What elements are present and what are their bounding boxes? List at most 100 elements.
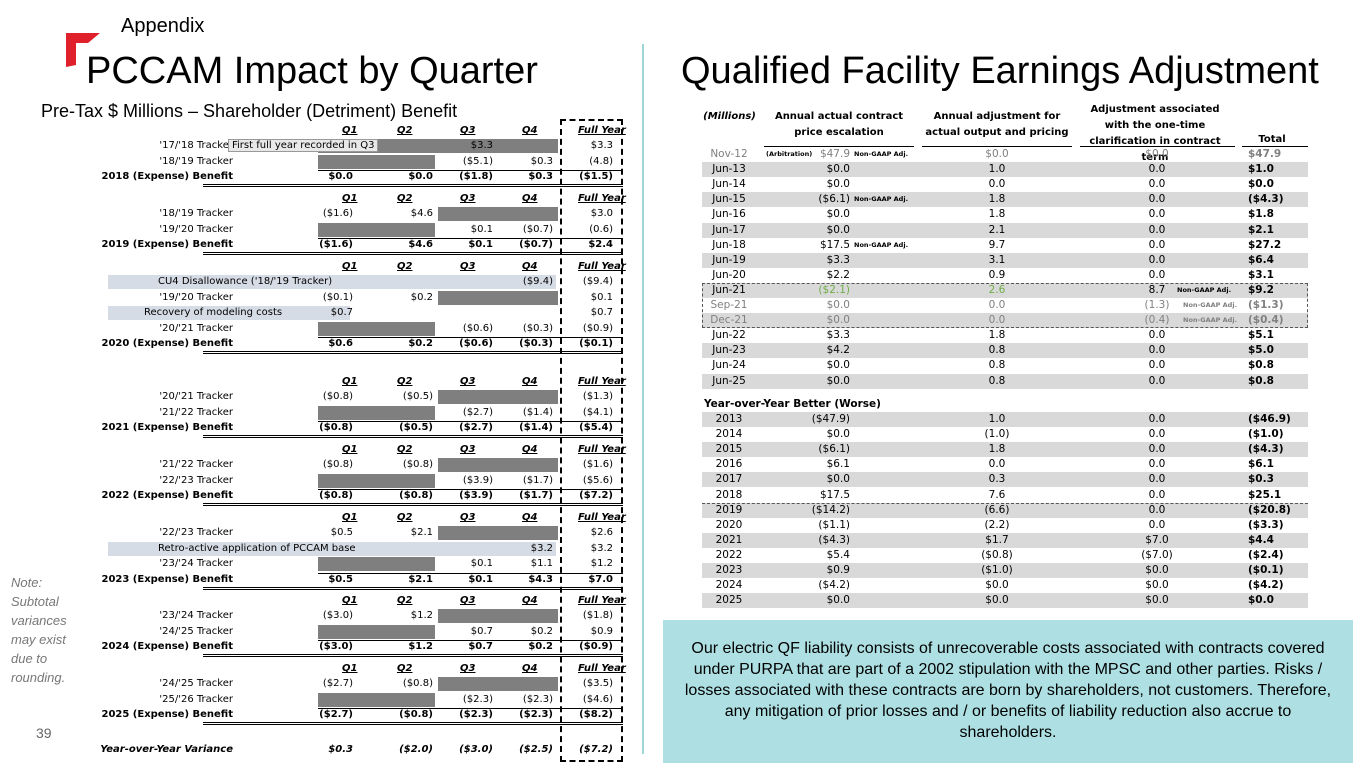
clarification-cell: 0.0 — [1148, 413, 1166, 425]
cell-value: (4.8) — [589, 155, 613, 167]
empty-quarter-fill — [438, 207, 558, 222]
cell-value: $2.1 — [408, 573, 433, 585]
cell-value: ($0.8) — [399, 709, 433, 721]
period-cell: Nov-12 — [710, 148, 748, 160]
page-number: 39 — [36, 725, 52, 741]
quarter-header: Q1 — [342, 261, 358, 272]
subtotal-line — [318, 170, 623, 172]
output-adjustment-cell: 0.0 — [988, 314, 1006, 327]
total-line — [203, 722, 623, 726]
total-line — [203, 184, 623, 188]
cell-value: $7.0 — [588, 573, 613, 585]
table-row: Jun-18 $17.5 Non-GAAP Adj. 9.7 0.0 $27.2 — [702, 238, 1308, 253]
cell-value: ($0.8) — [322, 391, 353, 403]
quarter-header: Q3 — [460, 663, 476, 674]
empty-quarter-fill — [438, 458, 558, 473]
total-line — [203, 503, 623, 507]
quarter-header: Q3 — [460, 376, 476, 387]
period-cell: Jun-18 — [712, 238, 746, 251]
period-cell: Dec-21 — [710, 314, 748, 327]
cell-value: $0.0 — [408, 171, 433, 183]
total-cell: ($2.4) — [1248, 548, 1284, 561]
clarification-cell: 0.0 — [1148, 208, 1166, 221]
quarter-header: Q2 — [397, 193, 413, 204]
cell-value: ($2.7) — [319, 709, 353, 721]
non-gaap-tag: Non-GAAP Adj. — [1183, 316, 1238, 325]
cell-value: ($3.0) — [319, 641, 353, 653]
quarter-header: Q2 — [397, 444, 413, 455]
cell-value: $0.5 — [330, 527, 353, 539]
cell-value: $3.2 — [530, 542, 553, 554]
escalation-cell: $0.0 — [826, 163, 850, 176]
total-line — [203, 252, 623, 256]
cell-value: ($5.1) — [462, 155, 493, 167]
quarter-header: Q4 — [522, 193, 538, 204]
period-cell: Jun-20 — [712, 268, 746, 281]
subtotal-line — [318, 708, 623, 710]
period-cell: Jun-25 — [712, 374, 746, 387]
clarification-cell: 0.0 — [1148, 223, 1166, 236]
total-line — [203, 586, 623, 590]
cell-value: ($1.7) — [522, 474, 553, 486]
escalation-cell: $5.4 — [826, 548, 850, 561]
info-box-text: Our electric QF liability consists of un… — [684, 640, 1332, 741]
escalation-cell: $2.2 — [826, 268, 850, 281]
escalation-cell: $0.0 — [826, 208, 850, 221]
table-row: Jun-19 $3.3 3.1 0.0 $6.4 — [702, 252, 1308, 268]
clarification-cell: 0.0 — [1148, 359, 1166, 372]
clarification-cell: 0.0 — [1148, 458, 1166, 471]
output-adjustment-cell: ($0.8) — [981, 548, 1013, 561]
quarter-header: Q2 — [397, 376, 413, 387]
total-cell: ($1.0) — [1248, 428, 1284, 441]
non-gaap-tag: Non-GAAP Adj. — [1177, 285, 1232, 294]
total-cell: ($1.3) — [1248, 299, 1284, 311]
table-row: Jun-14 $0.0 0.0 0.0 $0.0 — [702, 177, 1308, 192]
table-row: Jun-25 $0.0 0.8 0.0 $0.8 — [702, 373, 1308, 389]
empty-quarter-fill — [438, 677, 558, 692]
total-cell: $0.8 — [1248, 359, 1274, 372]
cell-value: ($2.3) — [522, 693, 553, 705]
yoy-variance-value: ($7.2) — [579, 744, 613, 755]
quarter-header: Q3 — [460, 125, 476, 136]
output-adjustment-cell: ($1.0) — [981, 564, 1013, 576]
table-row: Jun-13 $0.0 1.0 0.0 $1.0 — [702, 162, 1308, 178]
cell-value: $0.7 — [470, 625, 493, 637]
quarter-header: Q1 — [342, 444, 358, 455]
escalation-cell: $47.9 — [819, 148, 850, 160]
total-cell: ($4.3) — [1248, 443, 1284, 456]
quarter-header: Q4 — [522, 261, 538, 272]
total-cell: ($4.2) — [1248, 579, 1284, 592]
period-cell: Jun-17 — [712, 223, 746, 236]
yoy-variance-value: ($3.0) — [459, 744, 493, 755]
cell-value: ($0.8) — [319, 422, 353, 434]
output-adjustment-cell: 2.6 — [988, 283, 1006, 296]
cell-value: $0.6 — [328, 338, 353, 349]
row-label: '25/'26 Tracker — [159, 693, 233, 705]
row-label: 2019 (Expense) Benefit — [101, 239, 233, 251]
row-label: 2021 (Expense) Benefit — [101, 422, 233, 434]
table-row: Jun-24 $0.0 0.8 0.0 $0.8 — [702, 358, 1308, 373]
quarter-header: Full Year — [578, 595, 626, 606]
cell-value: ($0.3) — [522, 322, 553, 334]
escalation-cell: $0.0 — [826, 428, 850, 441]
cell-value: ($0.8) — [399, 490, 433, 502]
row-label: 2018 (Expense) Benefit — [101, 171, 233, 183]
quarter-header: Q1 — [342, 125, 358, 136]
total-cell: ($3.3) — [1248, 518, 1284, 531]
jun21-dec21-highlight-box — [702, 282, 1308, 329]
row-label: 2024 (Expense) Benefit — [101, 641, 233, 653]
quarter-header: Q1 — [342, 193, 358, 204]
cell-value: ($2.3) — [519, 709, 553, 721]
quarter-header: Q4 — [522, 512, 538, 523]
table-row: Jun-15 ($6.1) Non-GAAP Adj. 1.8 0.0 ($4.3) — [702, 192, 1308, 208]
column-header: Total — [1258, 134, 1286, 145]
yoy-variance-value: ($2.5) — [519, 744, 553, 755]
escalation-cell: $4.2 — [826, 344, 850, 357]
quarter-header: Full Year — [578, 125, 626, 136]
clarification-cell: 0.0 — [1148, 428, 1166, 441]
cell-value: ($4.1) — [582, 406, 613, 418]
empty-quarter-fill — [318, 405, 435, 420]
total-cell: $0.8 — [1248, 374, 1274, 387]
yoy-variance-label: Year-over-Year Variance — [100, 744, 233, 755]
cell-value: $0.2 — [408, 338, 433, 349]
